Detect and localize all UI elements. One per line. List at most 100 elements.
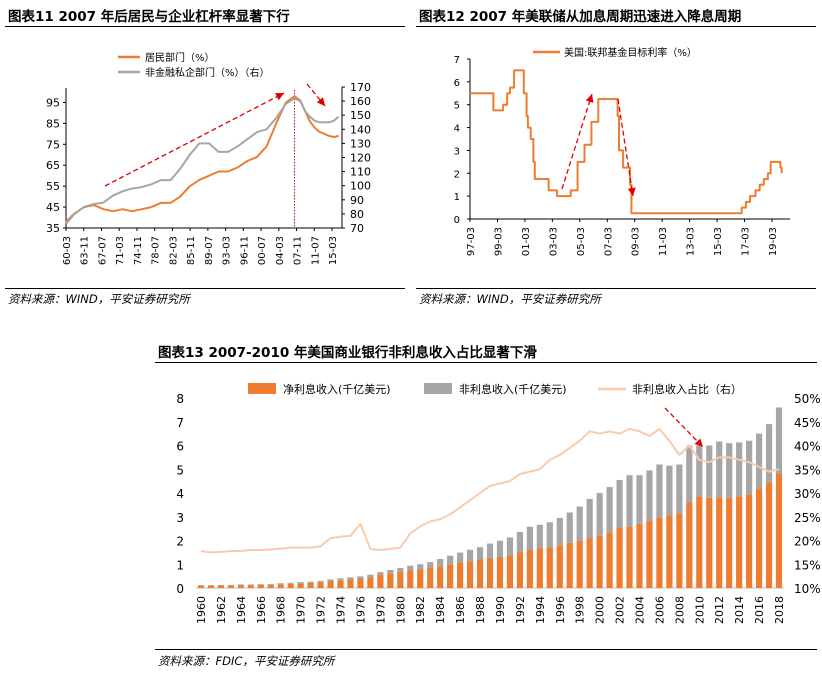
- chart13-right-tick-label: 20%: [794, 535, 821, 549]
- chart11-legend-label-corporate: 非金融私企部门（%）（右）: [145, 66, 270, 79]
- chart13-bar-non-interest: [387, 569, 394, 574]
- chart13-x-tick-label: 1970: [295, 596, 308, 624]
- chart13-bar-net-interest: [696, 496, 703, 588]
- chart11-left-tick-label: 35: [46, 222, 60, 235]
- chart13-bar-non-interest: [616, 479, 623, 528]
- chart13-x-tick-label: 1998: [574, 596, 587, 624]
- chart13-x-tick-label: 1992: [514, 596, 527, 624]
- chart13-bar-net-interest: [407, 570, 414, 588]
- chart11-left-tick-label: 95: [46, 96, 60, 109]
- chart13-legend-label-ratio: 非利息收入占比（右）: [632, 382, 742, 396]
- chart13-right-tick-label: 25%: [794, 511, 821, 525]
- chart13-bar-non-interest: [556, 517, 563, 546]
- chart13-bar-non-interest: [397, 568, 404, 572]
- chart11-x-tick-label: 67-07: [97, 236, 108, 265]
- chart13-bar-net-interest: [496, 556, 504, 588]
- chart13-legend-label-net: 净利息收入(千亿美元): [283, 382, 391, 396]
- chart13-x-tick-label: 1960: [195, 596, 208, 624]
- chart13-x-tick-label: 2012: [713, 596, 726, 624]
- chart13-legend-swatch-non: [424, 383, 452, 394]
- chart13-bar-non-interest: [287, 582, 294, 584]
- chart13-legend-swatch-net: [248, 383, 276, 394]
- chart13-arrow-down-head: [694, 438, 703, 447]
- chart12-x-tick-label: 17-03: [741, 227, 752, 256]
- chart13-bar-non-interest: [576, 506, 583, 541]
- chart13-bar-net-interest: [227, 585, 234, 588]
- chart13-x-tick-label: 1988: [474, 596, 487, 624]
- chart12-x-tick-label: 99-03: [493, 227, 504, 256]
- chart13-bar-net-interest: [317, 582, 324, 588]
- chart13-bar-net-interest: [576, 540, 583, 588]
- chart13-x-tick-label: 2000: [594, 596, 607, 624]
- chart13-bar-net-interest: [377, 574, 384, 588]
- chart13-bar-net-interest: [536, 548, 543, 588]
- chart12-arrow-up-head: [585, 94, 594, 103]
- chart13-bar-net-interest: [726, 497, 733, 588]
- chart11-source-rule: [5, 288, 405, 289]
- chart13-bar-non-interest: [546, 522, 553, 548]
- chart13-right-tick-label: 35%: [794, 463, 821, 477]
- chart11-right-tick-label: 160: [350, 95, 371, 108]
- chart13-left-tick-label: 2: [176, 535, 184, 549]
- chart13-bar-non-interest: [716, 441, 723, 498]
- chart13-bar-non-interest: [337, 578, 344, 581]
- chart13-left-tick-label: 7: [176, 416, 184, 430]
- chart13-bar-non-interest: [636, 475, 643, 524]
- chart13-bar-net-interest: [347, 579, 354, 588]
- chart13-bar-non-interest: [626, 475, 633, 527]
- chart13-left-tick-label: 3: [176, 511, 184, 525]
- chart13-x-tick-label: 1982: [414, 596, 427, 624]
- chart13-bar-non-interest: [506, 537, 514, 556]
- chart13-bar-net-interest: [636, 523, 643, 588]
- chart11-right-tick-label: 70: [350, 222, 364, 235]
- chart13-x-tick-label: 1968: [275, 596, 288, 624]
- chart13-bar-non-interest: [746, 440, 753, 495]
- chart13-left-tick-label: 1: [176, 558, 184, 572]
- chart11-x-tick-label: 96-11: [239, 236, 250, 265]
- chart13-bar-net-interest: [706, 497, 713, 588]
- chart12-y-tick-label: 6: [454, 78, 460, 89]
- chart13-x-tick-label: 2002: [614, 596, 627, 624]
- chart13-bar-non-interest: [775, 407, 783, 474]
- chart12-x-tick-label: 05-03: [576, 227, 587, 256]
- chart13-bar-net-interest: [506, 555, 514, 588]
- chart13-right-tick-label: 50%: [794, 392, 821, 406]
- chart11-left-tick-label: 55: [46, 180, 60, 193]
- chart13-x-tick-label: 1990: [494, 596, 507, 624]
- chart13-bar-non-interest: [257, 584, 264, 585]
- chart13-source: 资料来源：FDIC，平安证券研究所: [158, 654, 335, 668]
- chart13-bar-non-interest: [367, 574, 374, 578]
- chart11-series-corporate: [65, 97, 340, 225]
- chart13-bar-net-interest: [626, 526, 633, 588]
- chart13-bar-non-interest: [247, 584, 254, 586]
- chart11-x-tick-label: 63-11: [80, 236, 91, 265]
- chart11-right-tick-label: 80: [350, 208, 364, 221]
- chart13-bar-non-interest: [466, 549, 474, 562]
- chart13-bar-net-interest: [267, 584, 274, 588]
- chart13-x-tick-label: 1980: [394, 596, 407, 624]
- chart12-x-tick-label: 13-03: [686, 227, 697, 256]
- chart13-x-tick-label: 2008: [673, 596, 686, 624]
- chart11-right-tick-label: 100: [350, 180, 371, 193]
- chart13-x-tick-label: 1978: [374, 596, 387, 624]
- chart13-x-tick-label: 2016: [753, 596, 766, 624]
- chart13-bar-non-interest: [676, 464, 683, 514]
- chart11-x-tick-label: 78-07: [151, 236, 162, 265]
- chart11-x-tick-label: 71-03: [115, 236, 126, 265]
- chart12-legend-label: 美国:联邦基金目标利率（%）: [564, 46, 697, 59]
- chart13-bar-non-interest: [437, 559, 444, 567]
- chart11-title-rule: [5, 26, 405, 27]
- chart13-bar-net-interest: [287, 583, 294, 588]
- chart11-x-tick-label: 07-11: [293, 236, 304, 265]
- chart13-bar-net-interest: [586, 538, 593, 588]
- chart13-x-tick-label: 2010: [693, 596, 706, 624]
- chart12-x-tick-label: 19-03: [768, 227, 779, 256]
- chart11-left-tick-label: 45: [46, 201, 60, 214]
- chart13-bar-non-interest: [696, 445, 703, 497]
- chart13-bar-net-interest: [755, 488, 763, 588]
- chart13-bar-net-interest: [367, 577, 374, 588]
- chart11-x-tick-label: 11-07: [310, 236, 321, 265]
- chart13-bar-non-interest: [736, 442, 743, 497]
- chart13-bar-net-interest: [337, 580, 344, 588]
- chart13-bar-net-interest: [676, 513, 683, 588]
